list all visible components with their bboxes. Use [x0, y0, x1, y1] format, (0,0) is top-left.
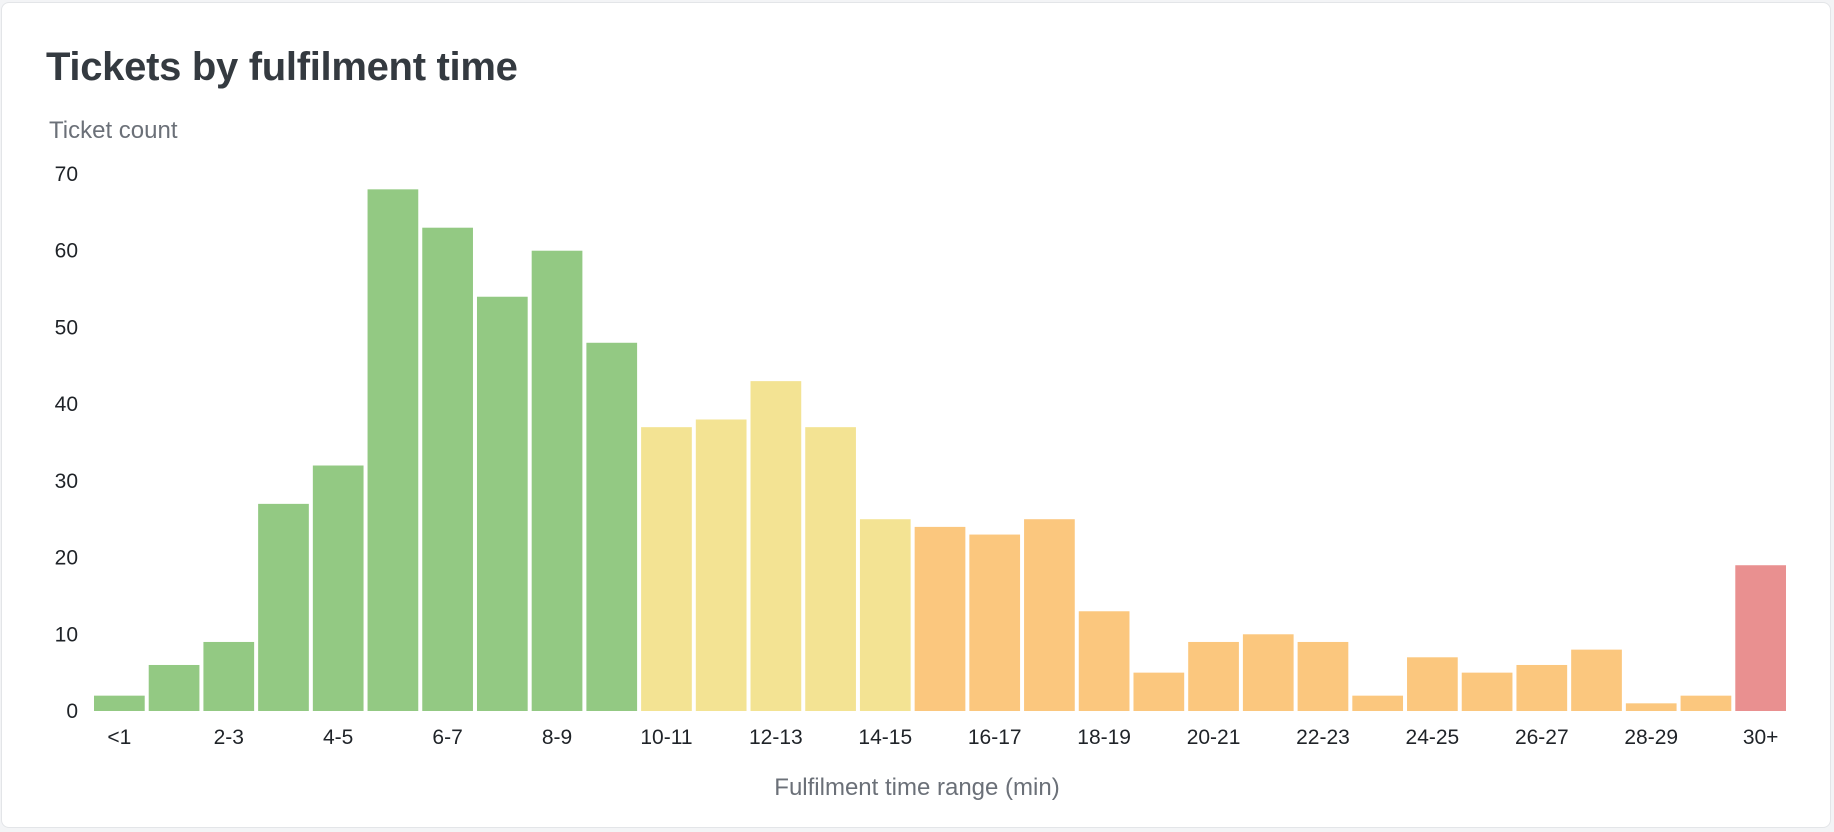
x-tick-label: 26-27: [1515, 726, 1569, 749]
bar-10-11[interactable]: [641, 427, 692, 711]
bar-30+[interactable]: [1735, 565, 1786, 711]
bar-15-16[interactable]: [914, 526, 966, 711]
y-axis-label: Ticket count: [49, 117, 178, 144]
bar-13-14[interactable]: [805, 427, 856, 711]
x-tick-label: 12-13: [749, 726, 803, 749]
bar-20-21[interactable]: [1188, 641, 1239, 711]
bar-<1[interactable]: [94, 695, 145, 711]
x-tick-label: 10-11: [640, 726, 692, 749]
x-tick-label: 2-3: [214, 726, 244, 749]
bar-28-29[interactable]: [1625, 703, 1677, 711]
x-tick-label: 22-23: [1296, 726, 1350, 749]
y-tick-label: 20: [55, 547, 78, 570]
bar-29-30[interactable]: [1680, 695, 1732, 711]
bar-9-10[interactable]: [586, 342, 638, 711]
bar-12-13[interactable]: [750, 381, 802, 711]
y-tick-label: 70: [55, 163, 78, 186]
bar-18-19[interactable]: [1078, 611, 1130, 711]
bar-2-3[interactable]: [203, 641, 255, 711]
x-tick-label: 14-15: [858, 726, 912, 749]
y-axis-ticks: 0 10 20 30 40 50 60 70: [55, 163, 78, 723]
bar-22-23[interactable]: [1297, 641, 1349, 711]
bar-8-9[interactable]: [531, 250, 583, 711]
bar-4-5[interactable]: [312, 465, 364, 711]
bar-6-7[interactable]: [422, 227, 473, 711]
y-tick-label: 0: [66, 700, 78, 723]
bar-26-27[interactable]: [1516, 664, 1568, 711]
bar-25-26[interactable]: [1461, 672, 1513, 711]
x-tick-label: 16-17: [968, 726, 1022, 749]
bar-19-20[interactable]: [1133, 672, 1185, 711]
y-tick-label: 50: [55, 316, 78, 339]
bar-14-15[interactable]: [859, 519, 911, 711]
bar-24-25[interactable]: [1407, 657, 1458, 711]
x-tick-label: 6-7: [432, 726, 462, 749]
x-tick-label: 4-5: [323, 726, 353, 749]
y-tick-label: 40: [55, 393, 78, 416]
bar-11-12[interactable]: [695, 419, 747, 711]
x-tick-label: 18-19: [1077, 726, 1131, 749]
x-axis-label: Fulfilment time range (min): [774, 774, 1060, 801]
x-tick-label: 20-21: [1187, 726, 1241, 749]
x-tick-label: 28-29: [1624, 726, 1678, 749]
bar-17-18[interactable]: [1024, 519, 1075, 711]
bar-5-6[interactable]: [367, 189, 419, 712]
x-tick-label: 8-9: [542, 726, 572, 749]
bars: [94, 189, 1786, 712]
bar-7-8[interactable]: [476, 296, 528, 711]
chart-title: Tickets by fulfilment time: [46, 45, 518, 89]
y-tick-label: 10: [55, 623, 78, 646]
x-tick-label: 30+: [1743, 726, 1779, 749]
x-axis-ticks: <1 2-3 4-5 6-7 8-9 10-11 12-13 14-15 16-17 18-19 2…: [107, 726, 1778, 749]
bar-23-24[interactable]: [1352, 695, 1404, 711]
bar-21-22[interactable]: [1242, 634, 1294, 711]
y-tick-label: 30: [55, 470, 78, 493]
bar-3-4[interactable]: [258, 503, 309, 711]
y-tick-label: 60: [55, 240, 78, 263]
x-tick-label: 24-25: [1406, 726, 1460, 749]
x-tick-label: <1: [107, 726, 131, 749]
bar-1-2[interactable]: [148, 664, 200, 711]
bar-16-17[interactable]: [969, 534, 1021, 711]
bar-27-28[interactable]: [1571, 649, 1622, 711]
